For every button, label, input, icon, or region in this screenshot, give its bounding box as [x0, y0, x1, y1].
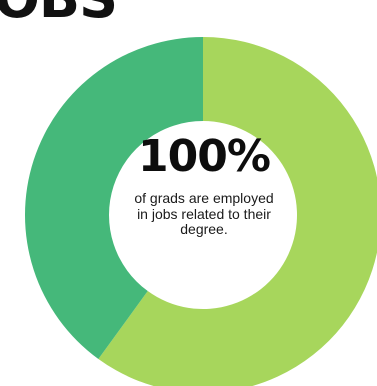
donut-center-label: 100% of grads are employed in jobs relat… — [104, 135, 304, 238]
donut-slice-2 — [24, 37, 204, 360]
employment-caption: of grads are employed in jobs related to… — [134, 190, 274, 238]
section-heading: OBS — [0, 0, 118, 26]
employment-stat: 100% — [138, 131, 271, 182]
donut-slice-1 — [98, 37, 377, 386]
